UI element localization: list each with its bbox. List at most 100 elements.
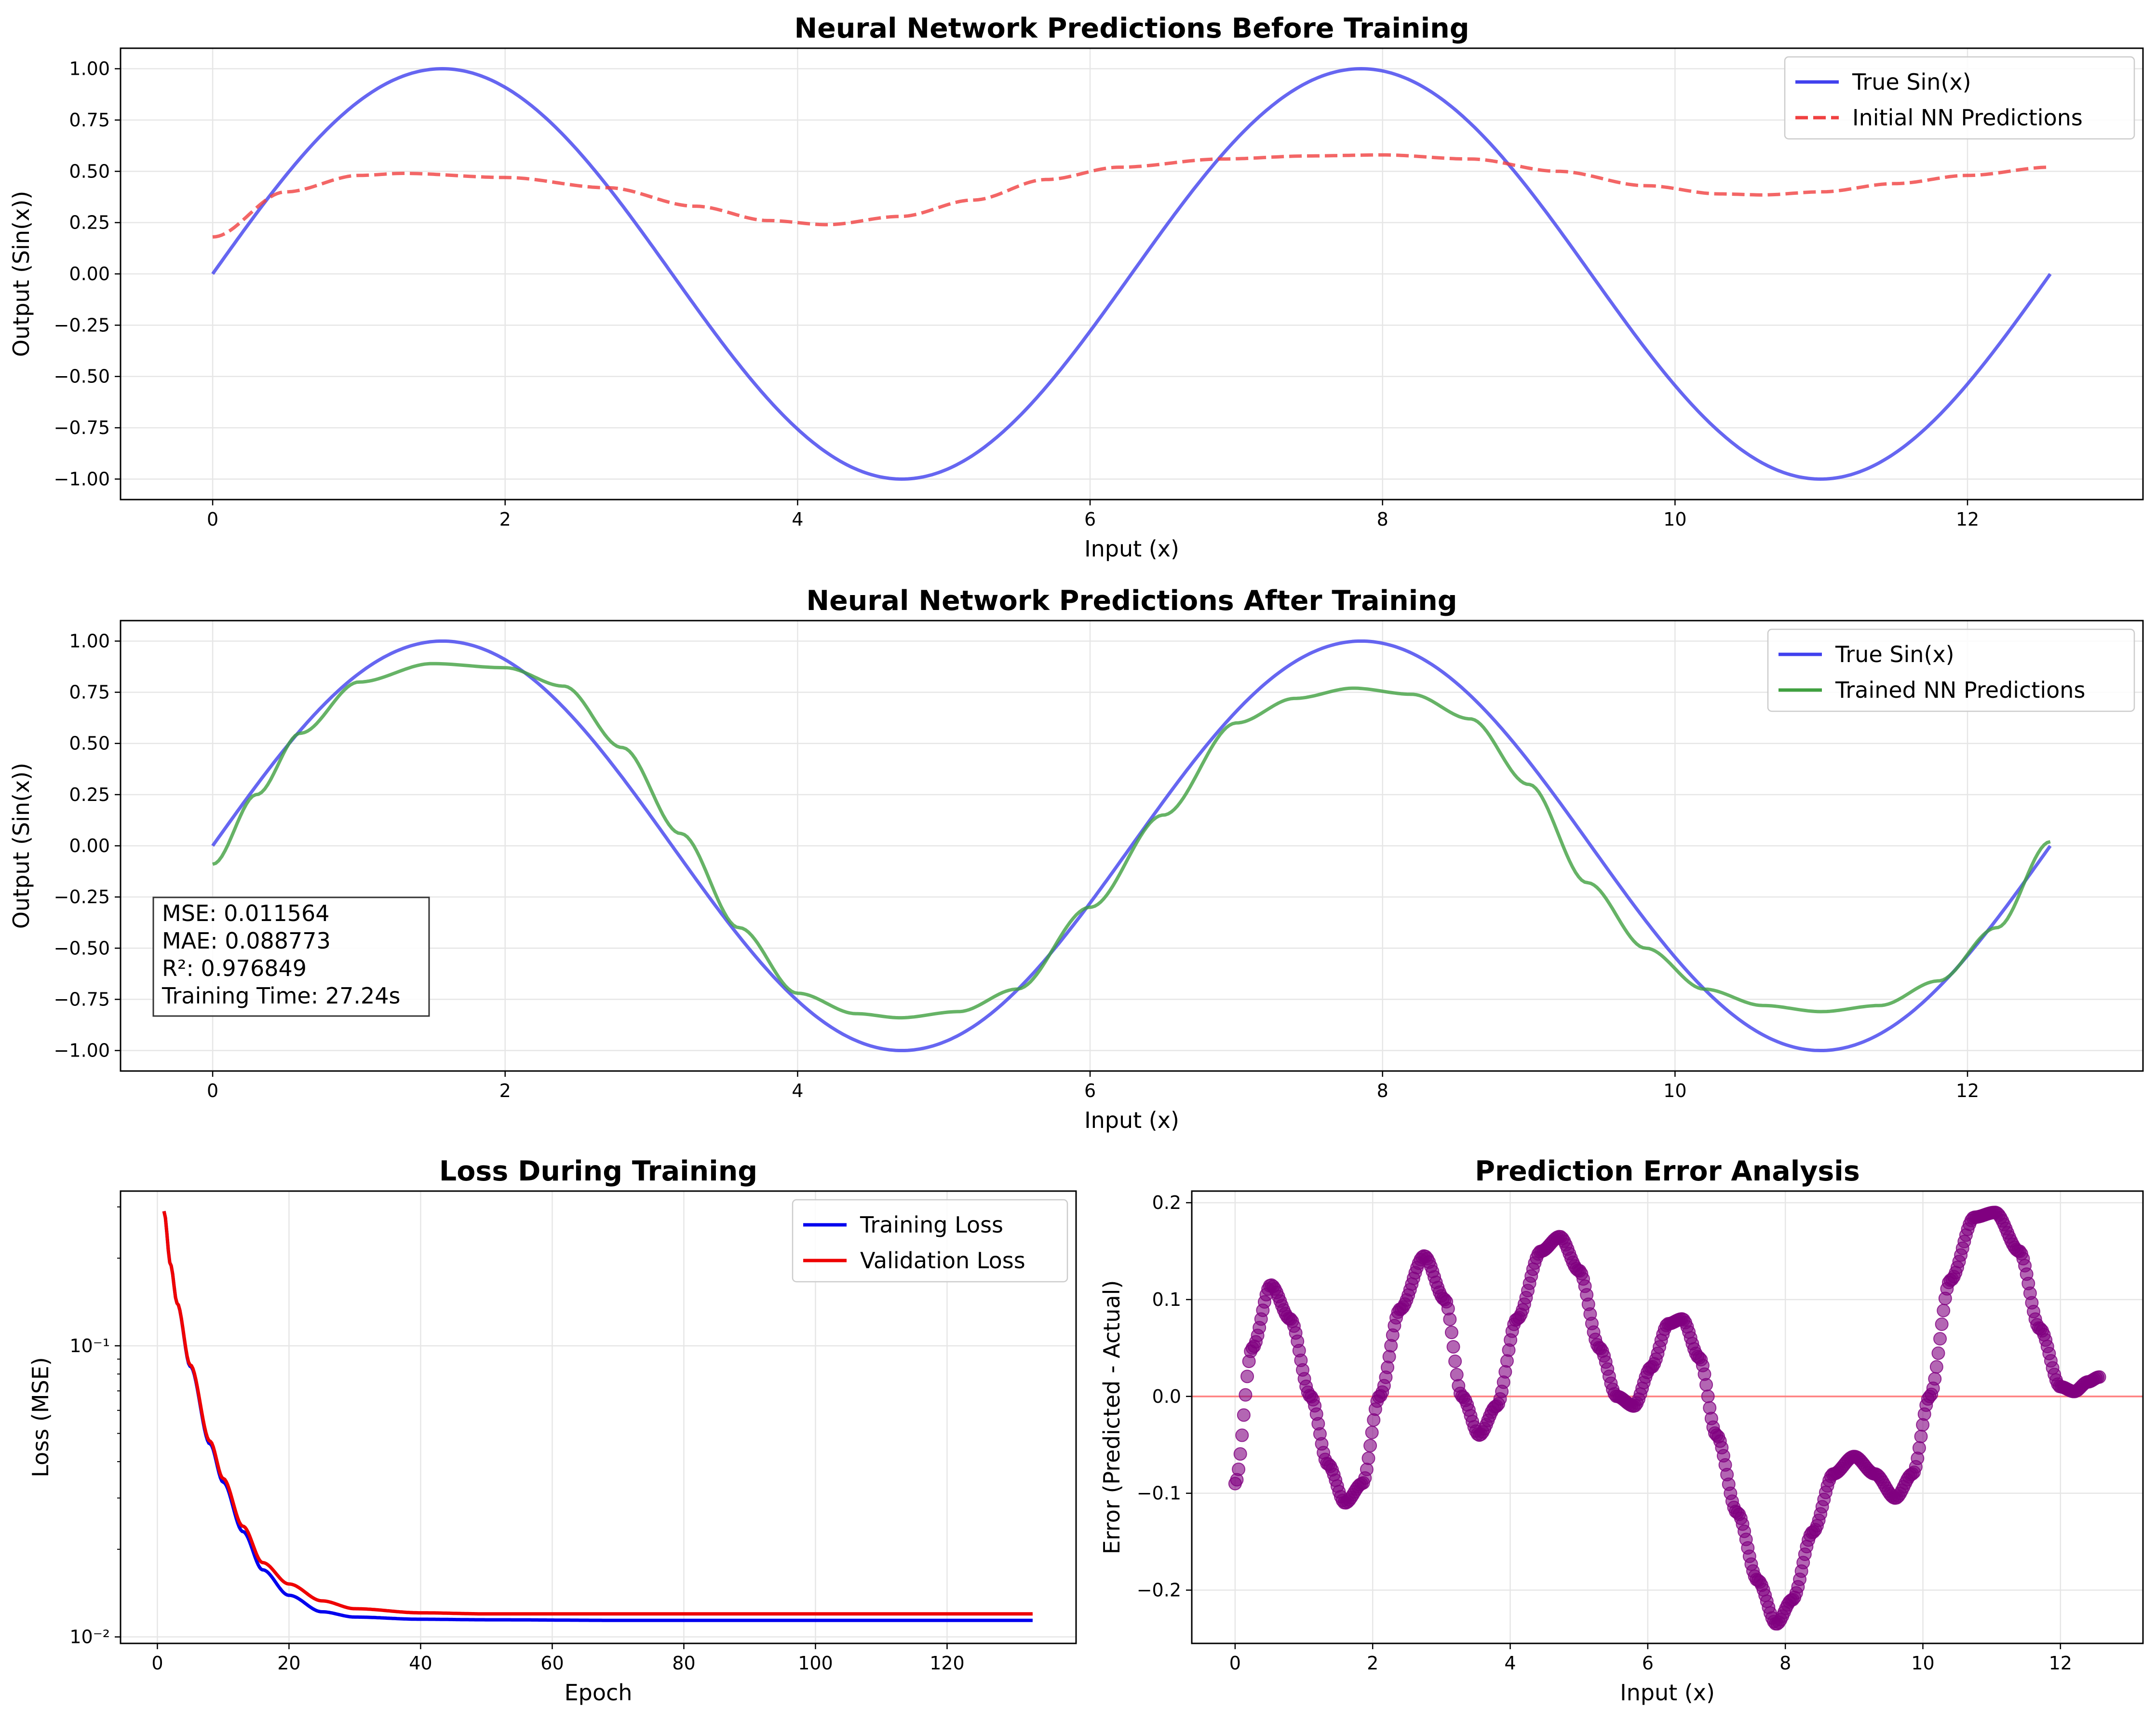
- metrics-frame: [152, 896, 430, 1017]
- error-point: [1701, 1389, 1715, 1403]
- plot-area: [211, 67, 2052, 481]
- x-tick-label: 2: [499, 1080, 511, 1101]
- error-point: [1444, 1326, 1458, 1340]
- legend-label: Validation Loss: [860, 1247, 1025, 1274]
- x-tick-label: 80: [672, 1653, 695, 1674]
- y-tick-label: 0.25: [69, 212, 110, 233]
- grid: [121, 48, 2143, 500]
- axis-ticks: 0 2 4 6 8 10 12 1.00 0.75 0.50 0.25 0.00 −0.25 −0.50 −…: [54, 630, 1980, 1101]
- panel-title: Neural Network Predictions After Trainin…: [806, 585, 1457, 617]
- x-tick-label: 40: [409, 1653, 432, 1674]
- x-axis-label: Input (x): [1084, 1107, 1179, 1133]
- x-axis-label: Input (x): [1084, 536, 1179, 562]
- legend: Training Loss Validation Loss: [792, 1199, 1068, 1283]
- error-point: [1933, 1332, 1947, 1346]
- legend-label: True Sin(x): [1852, 69, 1971, 95]
- x-tick-label: 0: [207, 1080, 218, 1101]
- error-point: [1699, 1378, 1713, 1392]
- x-tick-label: 10: [1663, 509, 1686, 530]
- x-tick-label: 12: [1956, 509, 1979, 530]
- legend: True Sin(x) Trained NN Predictions: [1767, 628, 2135, 712]
- error-point: [2092, 1370, 2106, 1384]
- series-line-prediction: [212, 662, 2051, 1020]
- series-line-training-loss: [162, 1210, 1033, 1622]
- x-tick-label: 10: [1663, 1080, 1686, 1101]
- metric-mse: MSE: 0.011564: [162, 900, 330, 926]
- legend: True Sin(x) Initial NN Predictions: [1784, 56, 2135, 140]
- error-point: [1929, 1360, 1943, 1374]
- x-axis-label: Epoch: [565, 1680, 633, 1706]
- y-tick-label: 10⁻²: [69, 1627, 110, 1648]
- y-tick-label: −0.50: [54, 937, 110, 959]
- error-point: [1239, 1388, 1253, 1402]
- y-tick-label: −1.00: [54, 468, 110, 489]
- y-tick-label: 1.00: [69, 58, 110, 80]
- legend-box: [1767, 628, 2135, 712]
- y-axis-label: Error (Predicted - Actual): [1099, 1280, 1125, 1555]
- error-point: [1912, 1441, 1926, 1455]
- before-training-panel: 0 2 4 6 8 10 12 1.00 0.75 0.50 0.25 0.00 −0.25 −0.50 −…: [8, 13, 2144, 562]
- error-point: [1928, 1372, 1942, 1386]
- x-tick-label: 2: [499, 509, 511, 530]
- after-training-panel: 0 2 4 6 8 10 12 1.00 0.75 0.50 0.25 0.00 −0.25 −0.50 −…: [8, 585, 2144, 1133]
- x-tick-label: 4: [792, 1080, 803, 1101]
- y-tick-label: 10⁻¹: [69, 1335, 110, 1356]
- y-axis-label: Output (Sin(x)): [8, 191, 34, 357]
- series-line-validation-loss: [162, 1210, 1033, 1616]
- x-tick-label: 12: [2049, 1653, 2072, 1674]
- x-tick-label: 60: [540, 1653, 564, 1674]
- plot-area: [211, 639, 2052, 1052]
- error-point: [1914, 1429, 1928, 1443]
- x-axis-label: Input (x): [1620, 1680, 1715, 1706]
- y-tick-label: 0.2: [1152, 1192, 1181, 1213]
- y-tick-label: 0.1: [1152, 1289, 1181, 1310]
- y-tick-label: −1.00: [54, 1040, 110, 1061]
- y-tick-label: 0.00: [69, 835, 110, 856]
- legend-box: [1784, 56, 2135, 140]
- legend-label: Initial NN Predictions: [1852, 105, 2083, 131]
- x-tick-label: 120: [930, 1653, 965, 1674]
- error-point: [1363, 1438, 1377, 1452]
- x-tick-label: 0: [207, 509, 218, 530]
- error-point: [1450, 1368, 1464, 1382]
- plot-area: [1192, 1206, 2143, 1631]
- error-point: [1365, 1425, 1379, 1439]
- axis-ticks: 0 2 4 6 8 10 12 0.2 0.1 0.0 −0.1 −0.2: [1137, 1192, 2072, 1674]
- plot-area: [162, 1210, 1033, 1622]
- error-point: [1360, 1463, 1374, 1477]
- y-tick-label: 0.0: [1152, 1386, 1181, 1407]
- error-point: [1233, 1447, 1247, 1461]
- error-point: [1937, 1303, 1951, 1317]
- error-point: [1240, 1369, 1254, 1383]
- x-tick-label: 0: [1229, 1653, 1241, 1674]
- y-tick-label: 0.50: [69, 733, 110, 754]
- axis-ticks: 0 20 40 60 80 100 120 10⁻² 10⁻¹: [69, 1206, 965, 1674]
- x-tick-label: 6: [1084, 1080, 1096, 1101]
- metric-training-time: Training Time: 27.24s: [162, 983, 400, 1009]
- series-line-true-sin: [211, 639, 2052, 1052]
- x-tick-label: 0: [151, 1653, 163, 1674]
- y-tick-label: 0.00: [69, 263, 110, 285]
- y-tick-label: −0.75: [54, 989, 110, 1010]
- error-point: [1446, 1340, 1460, 1354]
- legend-label: Training Loss: [860, 1212, 1003, 1238]
- axes-frame: [120, 1190, 1077, 1644]
- error-point: [1232, 1462, 1246, 1476]
- x-tick-label: 6: [1642, 1653, 1654, 1674]
- x-tick-label: 8: [1377, 509, 1388, 530]
- x-tick-label: 100: [798, 1653, 833, 1674]
- error-point: [1382, 1350, 1396, 1364]
- y-tick-label: −0.2: [1137, 1580, 1181, 1601]
- y-tick-label: 1.00: [69, 630, 110, 651]
- panel-title: Loss During Training: [439, 1155, 757, 1187]
- panel-title: Prediction Error Analysis: [1475, 1155, 1860, 1187]
- axes-frame: [1191, 1190, 2144, 1644]
- error-point: [1448, 1354, 1462, 1368]
- legend-label: Trained NN Predictions: [1835, 677, 2085, 703]
- metric-r2: R²: 0.976849: [162, 955, 307, 981]
- x-tick-label: 6: [1084, 509, 1096, 530]
- series-line-true-sin: [211, 67, 2052, 481]
- y-axis-label: Output (Sin(x)): [8, 763, 34, 929]
- y-tick-label: −0.25: [54, 314, 110, 336]
